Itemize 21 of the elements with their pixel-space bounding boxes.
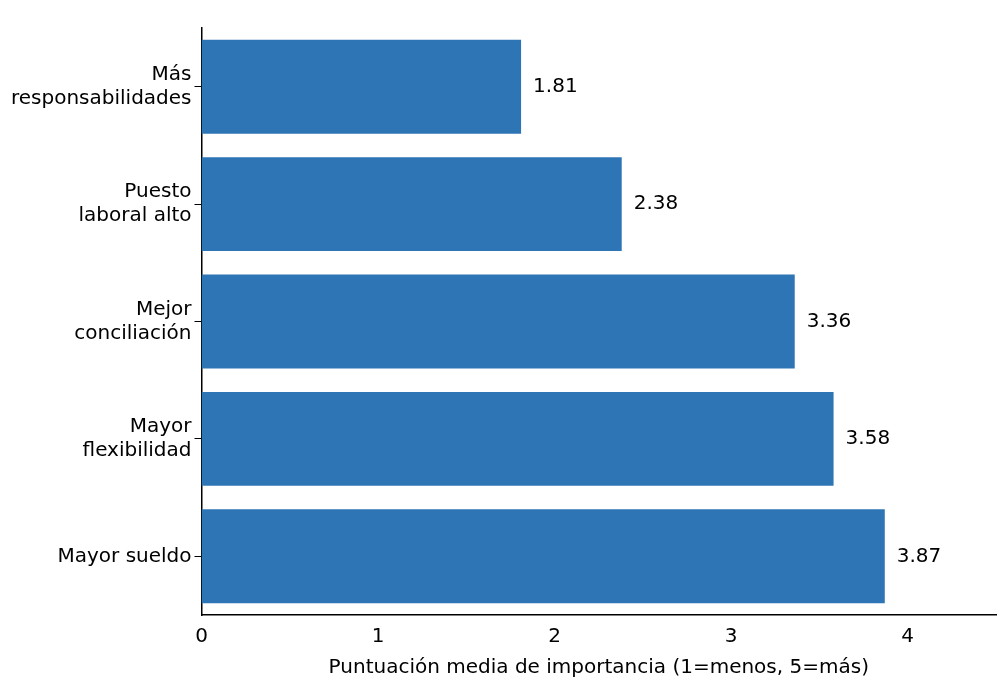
x-tick-label: 0 bbox=[195, 623, 208, 648]
bar bbox=[201, 509, 885, 604]
data-label: 3.36 bbox=[806, 307, 852, 332]
bar bbox=[201, 157, 622, 252]
data-label: 1.81 bbox=[533, 72, 578, 97]
data-label: 3.58 bbox=[845, 425, 891, 450]
x-tick-label: 2 bbox=[548, 623, 561, 648]
x-tick-label: 3 bbox=[724, 623, 738, 648]
bar bbox=[201, 274, 795, 369]
x-axis-title: Puntuación media de importancia (1=menos, 5=más) bbox=[328, 654, 869, 679]
data-label: 2.38 bbox=[633, 190, 679, 215]
x-tick-label: 4 bbox=[901, 623, 915, 648]
data-label: 3.87 bbox=[896, 542, 942, 567]
y-tick-label: Mayor flexibilidad bbox=[82, 413, 193, 462]
x-tick-label: 1 bbox=[371, 623, 385, 648]
y-tick-label: Puesto laboral alto bbox=[78, 178, 192, 227]
y-tick-label: Más responsabilidades bbox=[11, 60, 192, 109]
y-tick-label: Mayor sueldo bbox=[57, 542, 192, 567]
bar bbox=[201, 39, 522, 134]
bar bbox=[201, 391, 834, 486]
y-tick-label: Mejor conciliación bbox=[74, 295, 193, 344]
